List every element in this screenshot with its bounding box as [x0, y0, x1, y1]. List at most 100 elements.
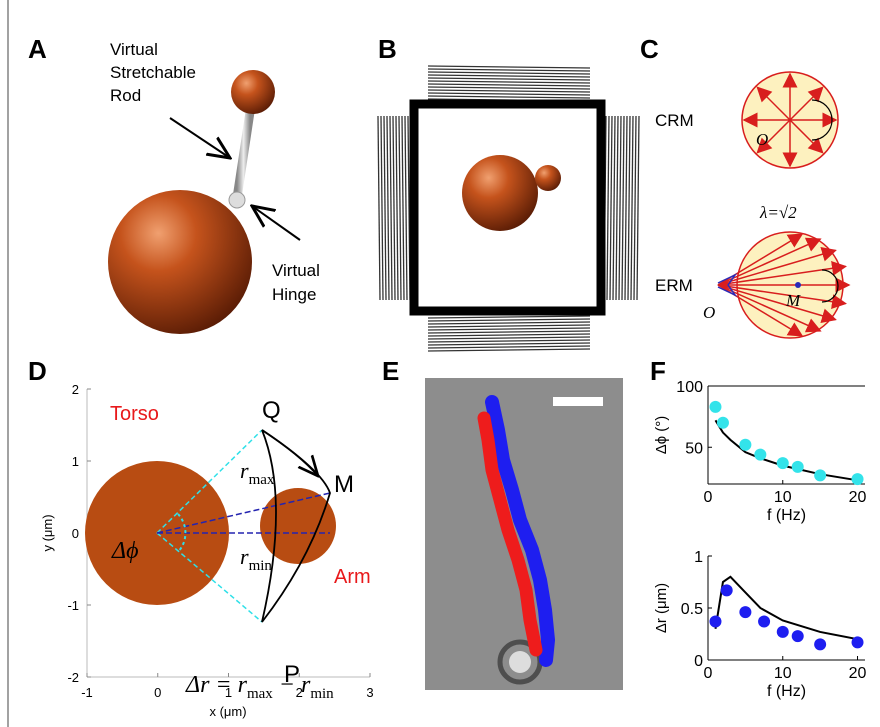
coil-wire	[628, 116, 630, 300]
arrows	[744, 74, 836, 166]
coil-wire	[428, 340, 590, 342]
hinge-label: Hinge	[272, 285, 316, 304]
x-tick-label: 0	[704, 489, 713, 506]
center-dot	[795, 282, 801, 288]
x-tick-label: 10	[774, 489, 792, 506]
panel-label: A	[28, 34, 47, 64]
lambda-label: λ=√2	[759, 203, 797, 222]
eq-sub: max	[247, 686, 273, 702]
panel-label: F	[650, 356, 666, 386]
x-axis-label: f (Hz)	[767, 507, 806, 524]
hinge-label: Virtual	[272, 261, 320, 280]
x-axis-label: f (Hz)	[767, 683, 806, 700]
coil-wire	[428, 87, 590, 89]
data-point	[777, 626, 789, 638]
y-axis-label: Δϕ (°)	[653, 416, 670, 455]
coil-wire	[428, 322, 590, 324]
coil-wire	[625, 116, 627, 300]
eq-sub: min	[310, 686, 334, 702]
coil-wire	[428, 319, 590, 321]
coil-wire	[428, 78, 590, 80]
y-tick-label: 2	[72, 382, 79, 397]
arrow	[252, 206, 300, 240]
data-point	[709, 616, 721, 628]
coil-wire	[428, 349, 590, 351]
eq-minus: −	[273, 672, 301, 698]
coil-wire	[405, 116, 407, 300]
large-sphere	[462, 155, 538, 231]
data-point	[754, 449, 766, 461]
coil-wire	[387, 116, 389, 300]
coil-wire	[428, 69, 590, 71]
rod-label: Stretchable	[110, 63, 196, 82]
data-point	[721, 584, 733, 596]
y-tick-label: -1	[67, 598, 79, 613]
dphi-label: Δϕ	[111, 538, 139, 564]
y-tick-label: 50	[685, 440, 703, 457]
coil-wire	[634, 116, 636, 300]
data-point	[777, 457, 789, 469]
coil-wire	[428, 346, 590, 348]
x-tick-label: 3	[366, 685, 373, 700]
page: A Virtual Stretchable Rod Virtual Hinge …	[0, 0, 880, 727]
coil-wire	[637, 116, 639, 300]
coil-wire	[428, 75, 590, 77]
coil-wire	[428, 72, 590, 74]
y-tick-label: 0.5	[681, 601, 703, 618]
arm	[260, 488, 336, 564]
coil-wire	[428, 81, 590, 83]
x-tick-label: 10	[774, 665, 792, 682]
coil-wire	[631, 116, 633, 300]
coil-wire	[622, 116, 624, 300]
y-axis-label: y (μm)	[40, 514, 55, 551]
rod-label: Virtual	[110, 40, 158, 59]
x-tick-label: -1	[81, 685, 93, 700]
x-tick-label: 20	[849, 665, 867, 682]
coil-wire	[428, 66, 590, 68]
crm-label: CRM	[655, 111, 694, 130]
coil-wire	[428, 328, 590, 330]
fit-line	[715, 420, 857, 480]
origin-label: O	[703, 303, 715, 322]
y-tick-label: 100	[676, 379, 703, 396]
arm-label: Arm	[334, 566, 371, 588]
point-label: Q	[262, 397, 281, 424]
coil-wire	[393, 116, 395, 300]
coil-wire	[384, 116, 386, 300]
data-point	[852, 473, 864, 485]
coil-wire	[428, 325, 590, 327]
coil-wire	[428, 316, 590, 318]
coil-wire	[613, 116, 615, 300]
coil-wire	[381, 116, 383, 300]
y-tick-label: 1	[694, 549, 703, 566]
rmax-label: rmax	[240, 458, 275, 488]
rod	[237, 112, 250, 198]
rod-label: Rod	[110, 86, 141, 105]
data-point	[709, 401, 721, 413]
coil-wire	[610, 116, 612, 300]
coil-wire	[390, 116, 392, 300]
center-label: M	[785, 291, 801, 310]
y-tick-label: 1	[72, 454, 79, 469]
small-sphere	[535, 165, 561, 191]
x-tick-label: 0	[154, 685, 161, 700]
coil-wire	[428, 343, 590, 345]
data-point	[792, 630, 804, 642]
coil-wire	[428, 96, 590, 98]
coil-wire	[396, 116, 398, 300]
erm-label: ERM	[655, 276, 693, 295]
data-point	[814, 469, 826, 481]
x-axis-label: x (μm)	[209, 704, 246, 719]
coil-wire	[607, 116, 609, 300]
eq-lhs: Δr =	[185, 672, 238, 698]
scale-bar	[553, 397, 603, 406]
panel-label: B	[378, 34, 397, 64]
sub: min	[249, 558, 273, 574]
large-sphere	[108, 190, 252, 334]
figure: A Virtual Stretchable Rod Virtual Hinge …	[0, 0, 880, 727]
y-tick-label: 0	[694, 653, 703, 670]
sub: max	[249, 472, 275, 488]
data-point	[792, 461, 804, 473]
coil-wire	[619, 116, 621, 300]
